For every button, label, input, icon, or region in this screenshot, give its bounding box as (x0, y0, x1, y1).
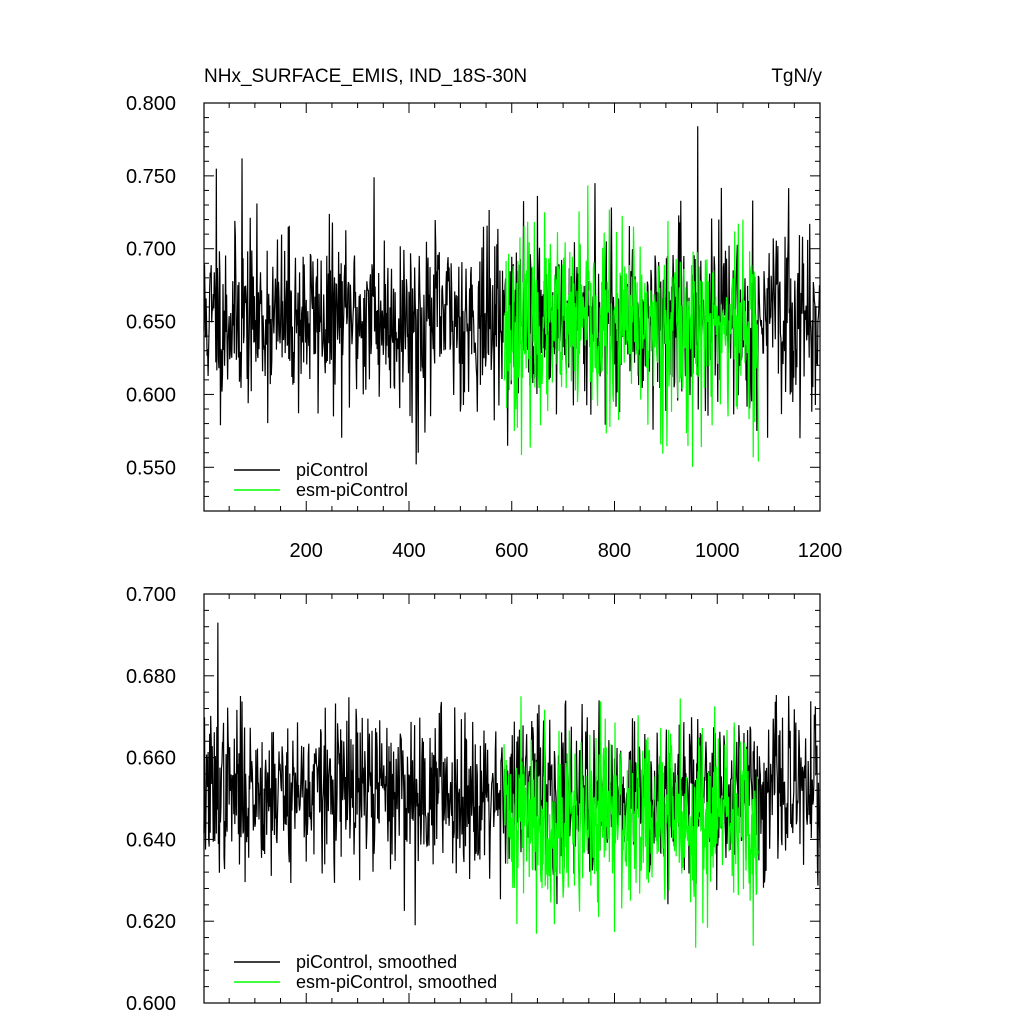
x-tick-label: 1200 (798, 540, 843, 562)
legend-label-esm-picontrol-smoothed: esm-piControl, smoothed (296, 972, 497, 992)
y-tick-label: 0.550 (126, 457, 176, 479)
top-legend: piControl esm-piControl (234, 460, 408, 500)
y-tick-label: 0.750 (126, 166, 176, 188)
x-tick-label: 600 (495, 540, 528, 562)
chart-title: NHx_SURFACE_EMIS, IND_18S-30N (204, 66, 527, 87)
x-tick-label: 400 (392, 540, 425, 562)
series-line-esm-picontrol-smoothed (503, 696, 759, 948)
top-panel: 200 400 600 800 1000 1200 0.550 0.600 0.650 0.700… (126, 93, 842, 562)
y-tick-label: 0.620 (126, 911, 176, 933)
y-tick-label: 0.650 (126, 312, 176, 334)
y-tick-label: 0.600 (126, 993, 176, 1015)
x-tick-label: 1000 (695, 540, 740, 562)
bottom-legend: piControl, smoothed esm-piControl, smoot… (234, 952, 497, 992)
legend-label-picontrol: piControl (296, 460, 368, 480)
x-tick-label: 200 (290, 540, 323, 562)
legend-label-picontrol-smoothed: piControl, smoothed (296, 952, 457, 972)
bottom-panel: 0.600 0.620 0.640 0.660 0.680 0.700 (126, 584, 821, 1015)
y-tick-label: 0.660 (126, 748, 176, 770)
y-tick-label: 0.600 (126, 384, 176, 406)
y-tick-label: 0.800 (126, 93, 176, 115)
y-tick-label: 0.700 (126, 239, 176, 261)
chart-units: TgN/y (771, 66, 822, 87)
y-tick-label: 0.680 (126, 666, 176, 688)
y-tick-label: 0.700 (126, 584, 176, 606)
series-line-esm-picontrol (503, 185, 759, 468)
legend-label-esm-picontrol: esm-piControl (296, 480, 408, 500)
y-tick-label: 0.640 (126, 829, 176, 851)
x-tick-label: 800 (598, 540, 631, 562)
